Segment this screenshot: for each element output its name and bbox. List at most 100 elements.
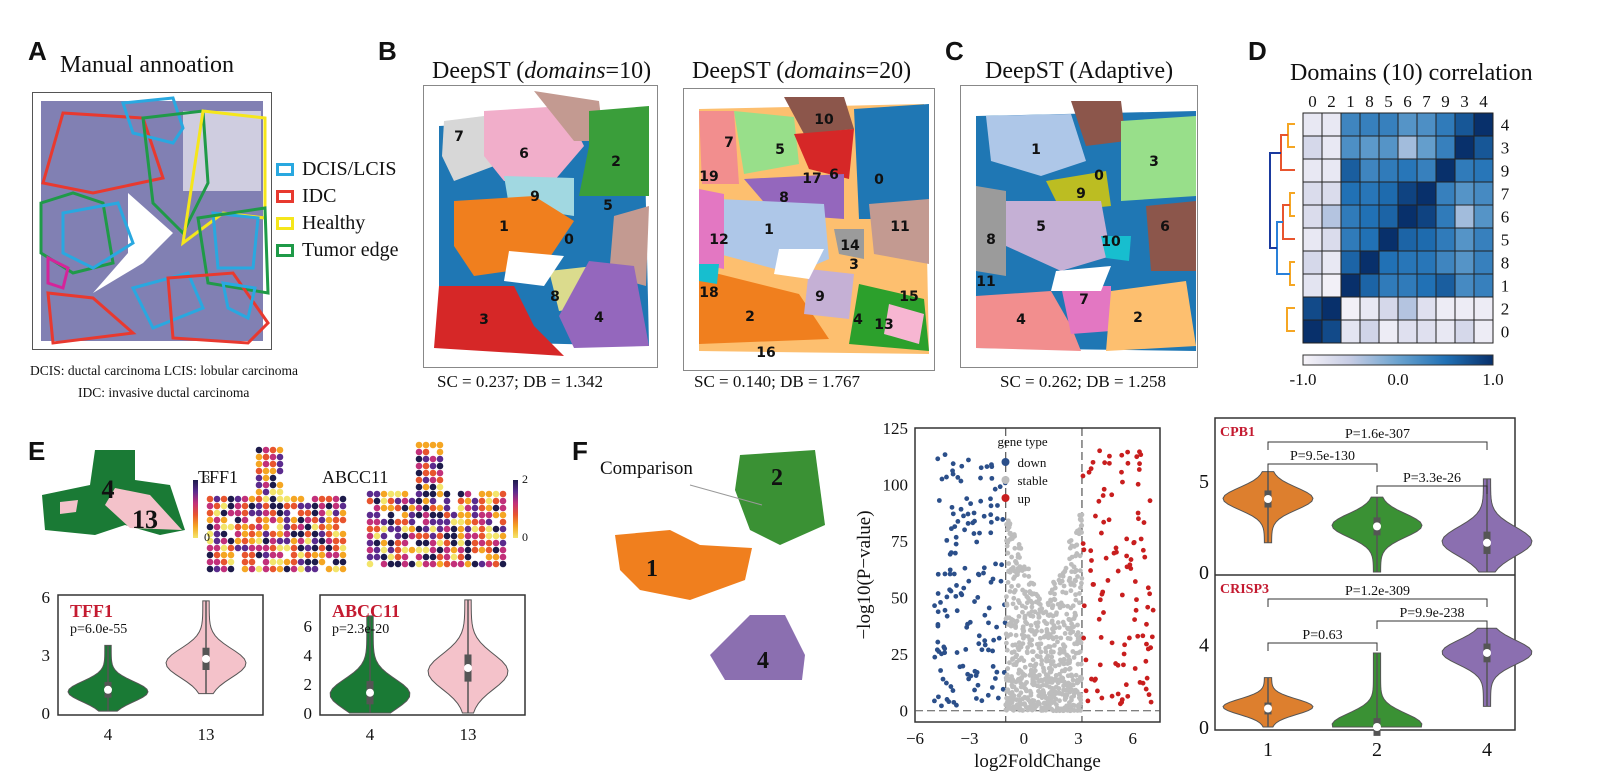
volcano-point (1018, 680, 1024, 686)
volcano-point (1073, 672, 1079, 678)
volcano-point (1140, 680, 1146, 686)
expression-spot (387, 553, 395, 561)
volcano-point (1138, 536, 1144, 542)
expression-spot (464, 518, 472, 526)
volcano-point (947, 571, 953, 577)
volcano-legend-label: up (1018, 491, 1031, 506)
expression-spot (387, 497, 395, 505)
expression-spot (471, 539, 479, 547)
expression-spot (227, 523, 235, 531)
expression-spot (401, 560, 409, 568)
expression-spot (241, 523, 249, 531)
expression-spot (290, 530, 298, 538)
volcano-ytick: 125 (883, 419, 909, 438)
volcano-point (994, 516, 1000, 522)
volcano-point (972, 518, 977, 524)
expression-spot (241, 565, 249, 573)
heatmap-cell (1397, 158, 1418, 183)
volcano-point (954, 608, 960, 614)
violin-median (464, 664, 472, 673)
volcano-point (1077, 591, 1082, 596)
expression-spot (373, 497, 381, 505)
volcano-point (1068, 588, 1074, 594)
map-e-label-13: 13 (132, 505, 158, 534)
expression-spot (373, 504, 381, 512)
expression-spot (325, 544, 333, 552)
expression-spot (485, 553, 493, 561)
volcano-xtick: −3 (960, 729, 978, 748)
abcc11-cbar-max: 2 (522, 472, 528, 486)
tissue-annotation-svg (39, 96, 270, 345)
expression-spot (283, 565, 291, 573)
expression-spot (422, 546, 430, 554)
volcano-point (1019, 603, 1025, 609)
volcano-point (961, 513, 966, 519)
heatmap-cell (1416, 296, 1437, 321)
volcano-point (1145, 604, 1151, 610)
expression-spot (415, 469, 423, 477)
expression-spot (339, 495, 347, 503)
expression-spot (255, 446, 263, 454)
expression-spot (429, 511, 437, 519)
volcano-point (1062, 631, 1068, 636)
heatmap-cell (1321, 135, 1342, 160)
volcano-point (1081, 547, 1087, 553)
volcano-point (1054, 708, 1060, 713)
volcano-point (1019, 568, 1025, 573)
domain-label: 1 (1031, 142, 1041, 158)
volcano-point (1011, 704, 1017, 710)
expression-spot (276, 537, 284, 545)
volcano-point (1131, 540, 1137, 546)
volcano-point (1083, 688, 1089, 694)
volcano-point (989, 462, 994, 468)
expression-spot (241, 516, 249, 524)
volcano-point (949, 504, 955, 510)
expression-spot (499, 511, 507, 519)
volcano-point (1005, 550, 1011, 556)
expression-spot (311, 502, 319, 510)
expression-spot (220, 544, 228, 552)
volcano-point (951, 571, 957, 577)
expression-spot (499, 504, 507, 512)
volcano-point (1056, 677, 1062, 683)
heatmap-cell (1359, 250, 1380, 275)
volcano-point (1042, 676, 1048, 682)
expression-spot (436, 490, 444, 498)
tff1-colorbar (193, 480, 198, 538)
volcano-point (1036, 645, 1042, 651)
volcano-point (934, 647, 940, 653)
expression-spot (373, 518, 381, 526)
expression-spot (339, 509, 347, 517)
volcano-point (932, 603, 937, 609)
volcano-point (1031, 581, 1037, 587)
volcano-point (954, 583, 959, 588)
expression-spot (290, 523, 298, 531)
legend-label-idc: IDC (302, 185, 337, 207)
volcano-point (1075, 622, 1080, 628)
expression-spot (248, 523, 256, 531)
expression-spot (471, 504, 479, 512)
expression-spot (262, 474, 270, 482)
expression-spot (311, 565, 319, 573)
violin-cpb1-crisp3-svg: 0 5 CPB1 P=1.6e-307 P=9.5e-130 P=3.3e-26 0 4 CRI… (1199, 417, 1533, 761)
expression-spot (213, 551, 221, 559)
volcano-point (939, 476, 945, 482)
expression-spot (394, 539, 402, 547)
expression-spot (366, 490, 374, 498)
expression-spot (297, 551, 305, 559)
heatmap-cell (1302, 250, 1323, 275)
heatmap-row-label: 9 (1501, 162, 1510, 181)
violin-xtick: 13 (460, 725, 477, 744)
volcano-point (1097, 448, 1103, 454)
volcano-point (1081, 603, 1087, 609)
volcano-point (1141, 520, 1147, 525)
volcano-point (1061, 656, 1067, 662)
expression-spot (339, 544, 347, 552)
volcano-point (1144, 621, 1149, 627)
volcano-point (1014, 652, 1020, 658)
domain-region (869, 199, 929, 264)
volcano-point (1046, 695, 1051, 701)
volcano-point (1064, 611, 1070, 617)
expression-spot (429, 483, 437, 491)
volcano-point (1016, 640, 1022, 646)
